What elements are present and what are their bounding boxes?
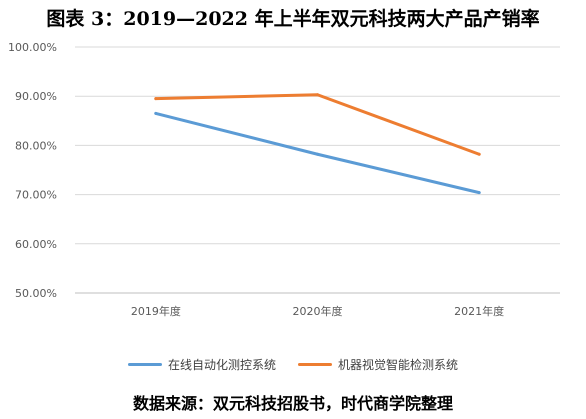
y-tick-label: 50.00%: [15, 287, 57, 300]
y-tick-label: 70.00%: [15, 189, 57, 202]
legend-label-series-2: 机器视觉智能检测系统: [338, 358, 459, 372]
chart-legend: 在线自动化测控系统 机器视觉智能检测系统: [0, 356, 586, 373]
series-2-point: [477, 152, 481, 156]
y-tick-label: 100.00%: [8, 41, 57, 54]
series-2-point: [316, 93, 319, 97]
y-tick-label: 90.00%: [15, 90, 57, 103]
legend-swatch-series-2: [298, 363, 332, 366]
x-tick-label: 2020年度: [293, 304, 343, 318]
y-tick-label: 80.00%: [15, 139, 57, 152]
series-1-point: [477, 191, 481, 195]
x-tick-label: 2019年度: [131, 304, 181, 318]
series-2-point: [154, 97, 158, 101]
legend-item-series-1: 在线自动化测控系统: [127, 356, 276, 373]
series-1-point: [154, 111, 158, 115]
data-source-note: 数据来源：双元科技招股书，时代商学院整理: [132, 394, 453, 413]
legend-swatch-series-1: [127, 363, 162, 366]
legend-item-series-2: 机器视觉智能检测系统: [298, 356, 458, 373]
chart-title: 图表 3：2019—2022 年上半年双元科技两大产品产销率: [46, 8, 540, 30]
x-tick-label: 2021年度: [454, 304, 504, 318]
y-tick-label: 60.00%: [15, 238, 57, 251]
legend-label-series-1: 在线自动化测控系统: [167, 358, 276, 372]
series-1-point: [316, 152, 319, 156]
